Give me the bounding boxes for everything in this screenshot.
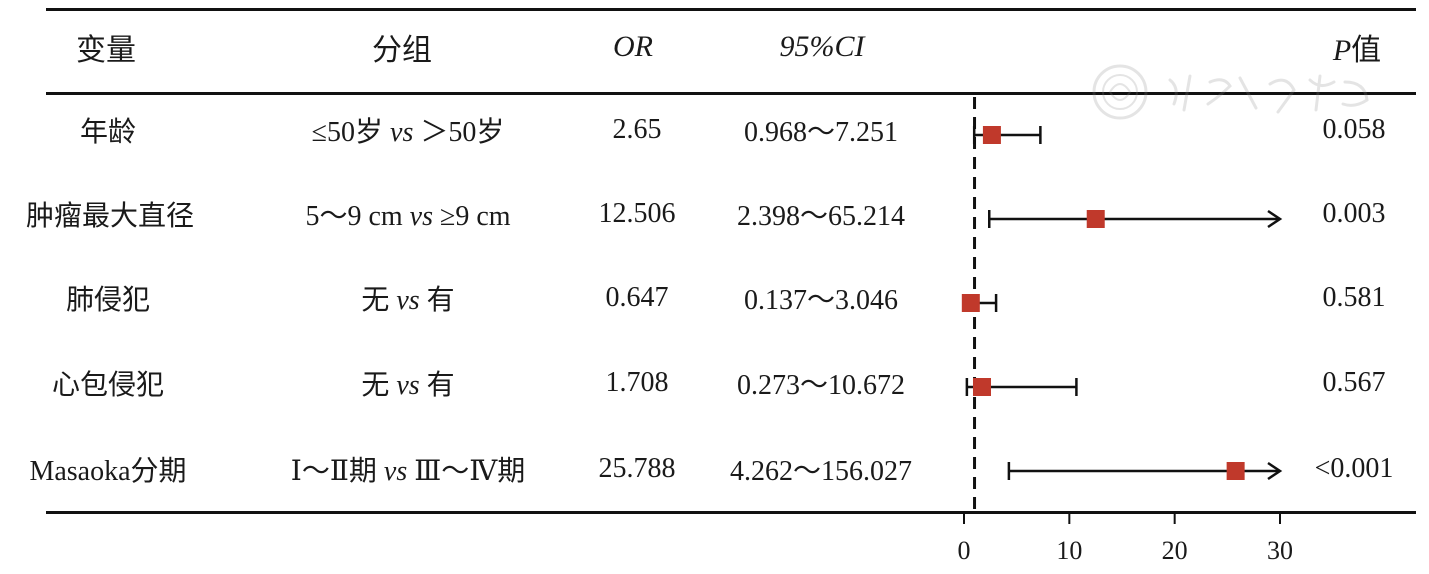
or-marker [1226, 462, 1245, 480]
group-b: 有 [426, 285, 455, 316]
group-b: ≥9 cm [439, 201, 511, 232]
row-ci: 4.262～156.027 [729, 456, 913, 487]
ci-arrow [1267, 209, 1283, 229]
x-tick-label: 20 [1162, 536, 1188, 565]
group-a: 无 [361, 370, 390, 401]
row-variable: Masaoka分期 [29, 456, 187, 487]
row-or: 12.506 [598, 198, 676, 229]
x-tick-label: 30 [1267, 536, 1293, 565]
row-variable: 肿瘤最大直径 [25, 201, 195, 232]
row-p: 0.581 [1322, 282, 1386, 313]
x-tick-label: 0 [958, 536, 971, 565]
group-a: Ⅰ～Ⅱ期 [290, 456, 377, 487]
row-group: ≤50岁 vs ＞50岁 [312, 110, 505, 150]
row-group: 无 vs 有 [361, 363, 454, 403]
header-p-suffix: 值 [1351, 34, 1382, 67]
vs-label: vs [383, 456, 408, 487]
row-or: 25.788 [598, 453, 676, 484]
header-p: P值 [1333, 25, 1381, 69]
row-variable: 年龄 [79, 117, 137, 148]
row-group: 5～9 cm vs ≥9 cm [305, 194, 510, 234]
row-group: Ⅰ～Ⅱ期 vs Ⅲ～Ⅳ期 [291, 449, 525, 489]
or-marker [961, 294, 980, 312]
vs-label: vs [409, 201, 433, 232]
group-a: 5～9 cm [305, 201, 403, 232]
header-or: OR [613, 30, 653, 63]
row-or: 0.647 [605, 282, 669, 313]
vs-label: vs [390, 117, 414, 148]
header-group: 分组 [372, 34, 432, 67]
table-top-rule [46, 8, 1416, 11]
journal-watermark-logo [1092, 64, 1369, 120]
row-ci: 0.273～10.672 [736, 370, 906, 401]
or-marker [982, 126, 1001, 144]
row-p: <0.001 [1314, 453, 1394, 484]
row-ci: 2.398～65.214 [736, 201, 906, 232]
group-a: 无 [361, 285, 390, 316]
header-ci: 95%CI [779, 30, 865, 63]
or-marker [972, 378, 991, 396]
row-ci: 0.137～3.046 [743, 285, 899, 316]
row-group: 无 vs 有 [361, 278, 454, 318]
row-p: 0.567 [1322, 367, 1386, 398]
group-b: 有 [426, 370, 455, 401]
x-tick-label: 10 [1056, 536, 1082, 565]
ci-arrow [1267, 461, 1283, 481]
header-variable: 变量 [76, 34, 136, 67]
row-variable: 肺侵犯 [65, 285, 151, 316]
table-bottom-rule [46, 511, 1416, 514]
or-marker [1086, 210, 1105, 228]
vs-label: vs [396, 285, 420, 316]
row-or: 2.65 [612, 114, 662, 145]
row-p: 0.058 [1322, 114, 1386, 145]
row-variable: 心包侵犯 [51, 370, 165, 401]
group-b: Ⅲ～Ⅳ期 [414, 456, 526, 487]
group-a: ≤50岁 [311, 117, 384, 148]
row-ci: 0.968～7.251 [743, 117, 899, 148]
row-p: 0.003 [1322, 198, 1386, 229]
row-or: 1.708 [605, 367, 669, 398]
table-header-rule [46, 92, 1416, 95]
vs-label: vs [396, 370, 420, 401]
header-p-prefix: P [1332, 34, 1352, 67]
group-b: ＞50岁 [420, 117, 505, 148]
